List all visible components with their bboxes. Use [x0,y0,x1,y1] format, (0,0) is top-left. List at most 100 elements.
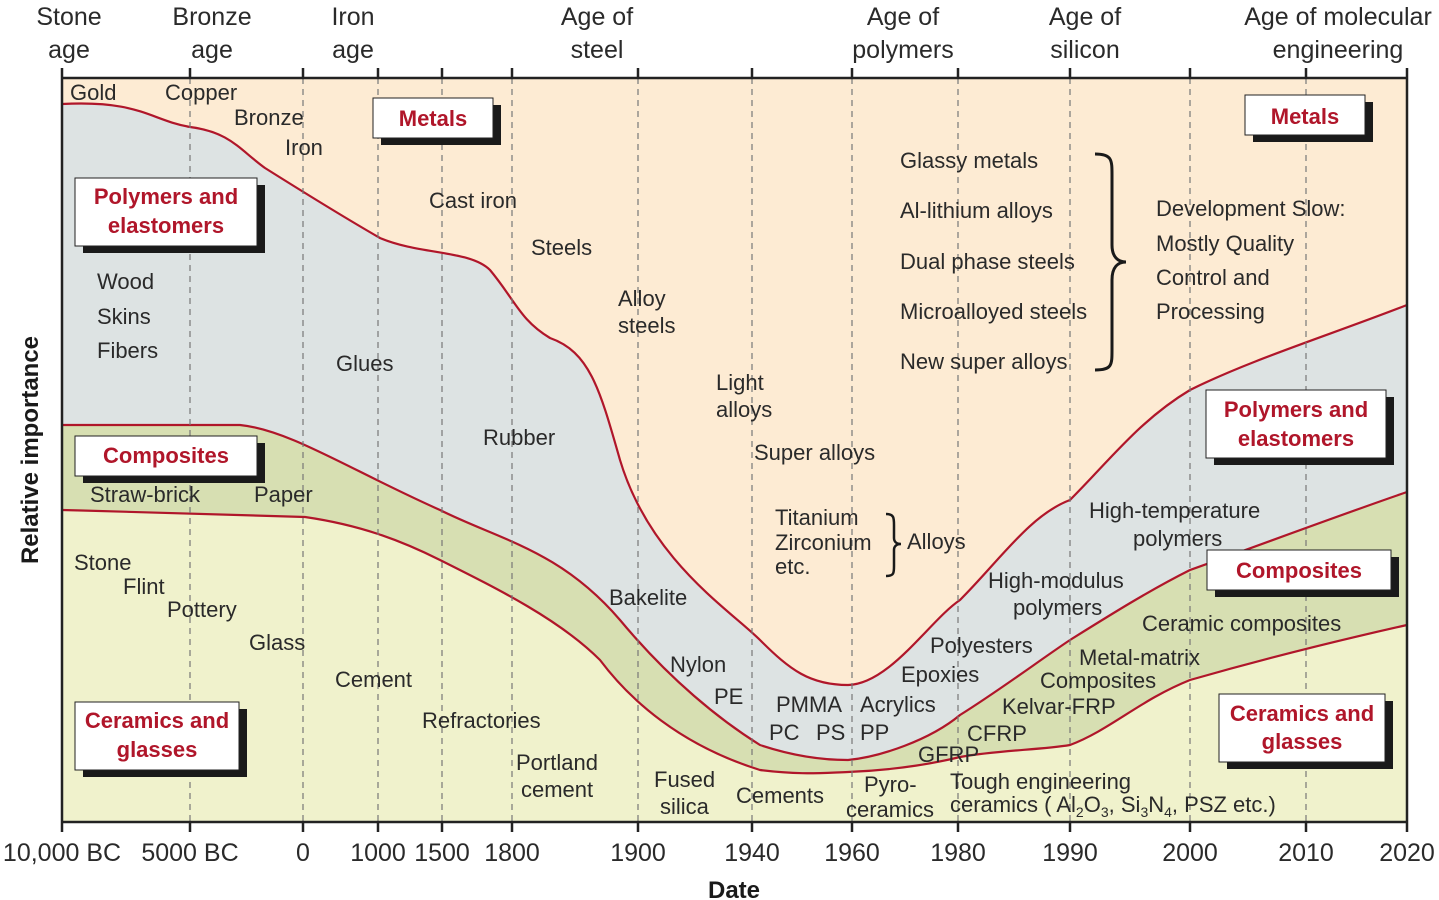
polymers-composites-boundary [62,423,1408,762]
label-titanium: Titanium [775,505,859,530]
label-ps: PS [816,720,845,745]
label-zirconium: Zirconium [775,530,872,555]
x-tick: 2020 [1379,839,1435,867]
x-tick: 1000 [350,839,406,867]
label-epoxies: Epoxies [901,662,979,687]
label-pmma: PMMA [776,692,842,717]
label-paper: Paper [254,482,313,507]
label-pyro-2: ceramics [846,797,934,822]
alloys-brace-icon [885,512,902,578]
x-tick: 1980 [930,839,986,867]
polymers-right-label-1: Polymers and [1224,397,1368,422]
label-iron: Iron [285,135,323,160]
era-steel-1: Age of [561,3,633,31]
composites-right-box [1206,549,1392,591]
composites-left-label: Composites [103,443,229,468]
label-high-temp-1: High-temperature [1089,498,1260,523]
label-dual-phase: Dual phase steels [900,249,1075,274]
label-high-temp-2: polymers [1133,526,1222,551]
era-labels: Stone age Bronze age Iron age Age of ste… [36,3,1431,64]
metals-right-box [1244,94,1366,136]
metals-polymers-boundary [61,102,1408,687]
label-al-lithium: Al-lithium alloys [900,198,1053,223]
composites-right-label: Composites [1236,558,1362,583]
era-iron-1: Iron [331,3,374,31]
label-kelvar: Kelvar-FRP [1002,694,1116,719]
label-cements: Cements [736,783,824,808]
metals-left-box [372,97,494,139]
metals-right-label: Metals [1271,104,1339,129]
label-gold: Gold [70,80,116,105]
label-bronze: Bronze [234,105,304,130]
label-tough-1: Tough engineering [950,769,1131,794]
label-alloy-steels: steels [618,313,675,338]
plot-frame [60,76,1409,824]
polymers-right-box [1205,389,1387,459]
label-etc: etc. [775,554,810,579]
x-tick: 1800 [484,839,540,867]
label-dev-2: Mostly Quality [1156,231,1294,256]
era-steel-2: steel [571,36,624,64]
label-glassy-metals: Glassy metals [900,148,1038,173]
label-metal-matrix-1: Metal-matrix [1079,645,1200,670]
label-nylon: Nylon [670,652,726,677]
ceramics-left-label-2: glasses [117,737,198,762]
label-cast-iron: Cast iron [429,188,517,213]
era-polymers-1: Age of [867,3,939,31]
ceramics-left-label-1: Ceramics and [85,708,229,733]
ceramics-right-box [1218,693,1386,763]
y-axis-title: Relative importance [17,336,44,564]
polymers-left-label-1: Polymers and [94,184,238,209]
era-silicon-1: Age of [1049,3,1121,31]
label-polyesters: Polyesters [930,633,1033,658]
category-boxes: Metals Metals Polymers and elastomers Po… [74,94,1399,777]
x-tick: 1960 [824,839,880,867]
right-brace-icon [1094,152,1127,372]
era-molecular-2: engineering [1273,36,1404,64]
polymers-left-box [74,177,258,247]
x-tick: 2010 [1278,839,1334,867]
x-tick: 1940 [724,839,780,867]
label-fused-1: Fused [654,767,715,792]
label-steels: Steels [531,235,592,260]
label-alloy: Alloy [618,286,666,311]
label-dev-1: Development Slow: [1156,196,1346,221]
label-tough-2: ceramics ( Al2O3, Si3N4, PSZ etc.) [950,792,1276,820]
label-stone: Stone [74,550,132,575]
label-fused-2: silica [660,794,710,819]
label-cement: Cement [335,667,412,692]
composites-ceramics-boundary [61,508,1408,775]
metals-left-label: Metals [399,106,467,131]
era-stone-2: age [48,36,90,64]
label-alloys-group: Alloys [907,529,966,554]
x-tick: 10,000 BC [3,839,121,867]
label-glass: Glass [249,630,305,655]
x-tick: 1990 [1042,839,1098,867]
label-fibers: Fibers [97,338,158,363]
label-microalloyed: Microalloyed steels [900,299,1087,324]
label-light: Light [716,370,764,395]
ceramics-region [62,510,1407,822]
label-straw-brick: Straw-brick [90,482,201,507]
label-portland-2: cement [521,777,593,802]
label-copper: Copper [165,80,237,105]
label-portland-1: Portland [516,750,598,775]
era-iron-2: age [332,36,374,64]
ceramics-right-label-1: Ceramics and [1230,701,1374,726]
material-labels: Gold Copper Bronze Iron Cast iron Steels… [70,80,1346,822]
label-pottery: Pottery [167,597,237,622]
label-glues: Glues [336,351,393,376]
label-high-modulus-1: High-modulus [988,568,1124,593]
label-acrylics: Acrylics [860,692,936,717]
label-metal-matrix-2: Composites [1040,668,1156,693]
label-pp: PP [860,720,889,745]
label-pyro-1: Pyro- [864,772,917,797]
label-gfrp: GFRP [918,742,979,767]
x-tick: 5000 BC [141,839,238,867]
label-dev-4: Processing [1156,299,1265,324]
polymers-left-label-2: elastomers [108,213,224,238]
label-rubber: Rubber [483,425,555,450]
era-stone-1: Stone [36,3,101,31]
ticks [60,68,1409,832]
polymers-right-label-2: elastomers [1238,426,1354,451]
